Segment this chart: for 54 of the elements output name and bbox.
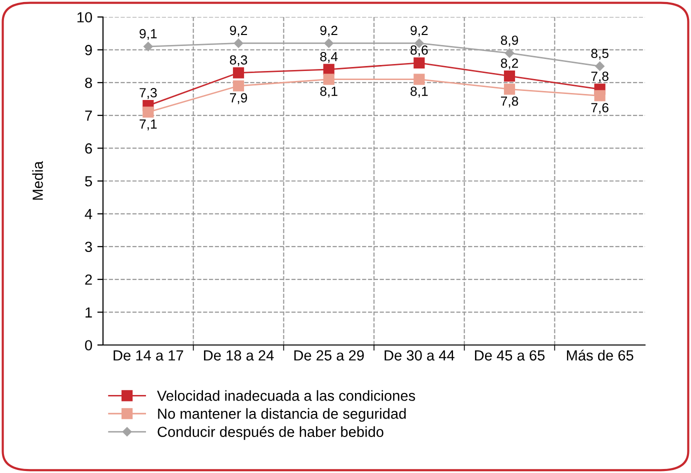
data-label: 8,1 — [320, 86, 338, 98]
data-label: 7,8 — [591, 72, 608, 83]
legend-label: No mantener la distancia de seguridad — [158, 408, 406, 422]
data-label: 9,2 — [320, 26, 338, 37]
y-tick-label: 8 — [85, 78, 92, 88]
x-tick-label: De 25 a 29 — [294, 350, 364, 361]
point — [414, 74, 425, 85]
data-label: 8,5 — [591, 48, 608, 60]
y-tick-label: 10 — [77, 12, 92, 22]
legend-label: Velocidad inadecuada a las condiciones — [157, 390, 416, 401]
point — [234, 38, 244, 48]
y-axis-title: Media — [32, 161, 43, 200]
data-label: 8,1 — [410, 86, 428, 98]
y-tick-label: 0 — [85, 340, 92, 350]
y-tick-label: 3 — [85, 242, 92, 252]
data-label: 7,8 — [501, 96, 518, 108]
x-tick-label: Más de 65 — [566, 350, 634, 361]
point — [323, 74, 334, 85]
x-tick-label: De 18 a 24 — [204, 350, 274, 361]
data-label: 8,6 — [410, 45, 428, 56]
data-label: 7,1 — [140, 120, 157, 130]
point — [504, 70, 516, 82]
y-tick-label: 4 — [84, 209, 92, 220]
point — [324, 38, 334, 48]
y-tick-label: 9 — [85, 44, 92, 56]
legend-label: Conducir después de haber bebido — [158, 426, 384, 440]
data-label: 7,6 — [591, 103, 608, 114]
data-label: 8,4 — [320, 52, 338, 63]
data-label: 9,2 — [410, 26, 428, 37]
y-tick-label: 1 — [86, 307, 92, 318]
y-tick-label: 6 — [85, 143, 92, 154]
x-tick-label: De 30 a 44 — [384, 350, 454, 361]
point — [232, 67, 244, 78]
y-tick-label: 7 — [85, 110, 92, 121]
data-label: 8,9 — [500, 36, 518, 46]
point — [504, 84, 516, 95]
data-label: 7,3 — [140, 88, 157, 99]
y-tick-label: 5 — [85, 176, 92, 186]
data-label: 8,2 — [500, 58, 518, 70]
data-label: 9,2 — [230, 26, 248, 37]
point — [594, 90, 606, 102]
y-tick-label: 2 — [85, 274, 92, 285]
x-tick-label: De 14 a 17 — [114, 350, 184, 361]
point — [595, 62, 604, 71]
data-label: 7,9 — [230, 93, 248, 104]
point — [323, 64, 334, 76]
point — [414, 57, 425, 68]
x-tick-label: De 45 a 65 — [475, 350, 545, 361]
point — [232, 80, 244, 92]
point — [504, 48, 514, 58]
data-label: 9,1 — [140, 29, 157, 40]
point — [144, 42, 153, 52]
point — [142, 106, 154, 118]
data-label: 8,3 — [230, 55, 248, 66]
